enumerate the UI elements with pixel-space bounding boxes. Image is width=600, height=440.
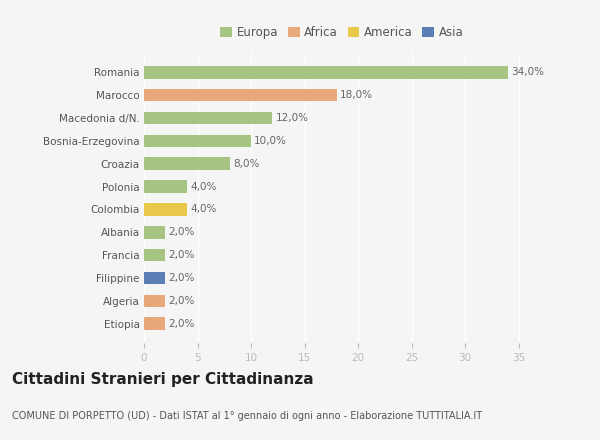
Text: 2,0%: 2,0% xyxy=(169,250,195,260)
Bar xyxy=(144,112,272,124)
Text: COMUNE DI PORPETTO (UD) - Dati ISTAT al 1° gennaio di ogni anno - Elaborazione T: COMUNE DI PORPETTO (UD) - Dati ISTAT al … xyxy=(12,411,482,422)
Bar xyxy=(144,203,187,216)
Text: 8,0%: 8,0% xyxy=(233,159,259,169)
Bar xyxy=(144,66,508,79)
Bar xyxy=(144,180,187,193)
Bar xyxy=(144,272,166,284)
Bar xyxy=(144,294,166,307)
Text: 2,0%: 2,0% xyxy=(169,296,195,306)
Text: 18,0%: 18,0% xyxy=(340,90,373,100)
Bar xyxy=(144,317,166,330)
Bar xyxy=(144,89,337,102)
Bar xyxy=(144,158,230,170)
Text: 4,0%: 4,0% xyxy=(190,205,217,214)
Text: Cittadini Stranieri per Cittadinanza: Cittadini Stranieri per Cittadinanza xyxy=(12,372,314,387)
Legend: Europa, Africa, America, Asia: Europa, Africa, America, Asia xyxy=(218,24,466,41)
Text: 4,0%: 4,0% xyxy=(190,182,217,191)
Text: 2,0%: 2,0% xyxy=(169,273,195,283)
Bar xyxy=(144,226,166,238)
Text: 2,0%: 2,0% xyxy=(169,227,195,237)
Bar xyxy=(144,249,166,261)
Text: 34,0%: 34,0% xyxy=(511,67,544,77)
Bar xyxy=(144,135,251,147)
Text: 12,0%: 12,0% xyxy=(275,113,308,123)
Text: 10,0%: 10,0% xyxy=(254,136,287,146)
Text: 2,0%: 2,0% xyxy=(169,319,195,329)
